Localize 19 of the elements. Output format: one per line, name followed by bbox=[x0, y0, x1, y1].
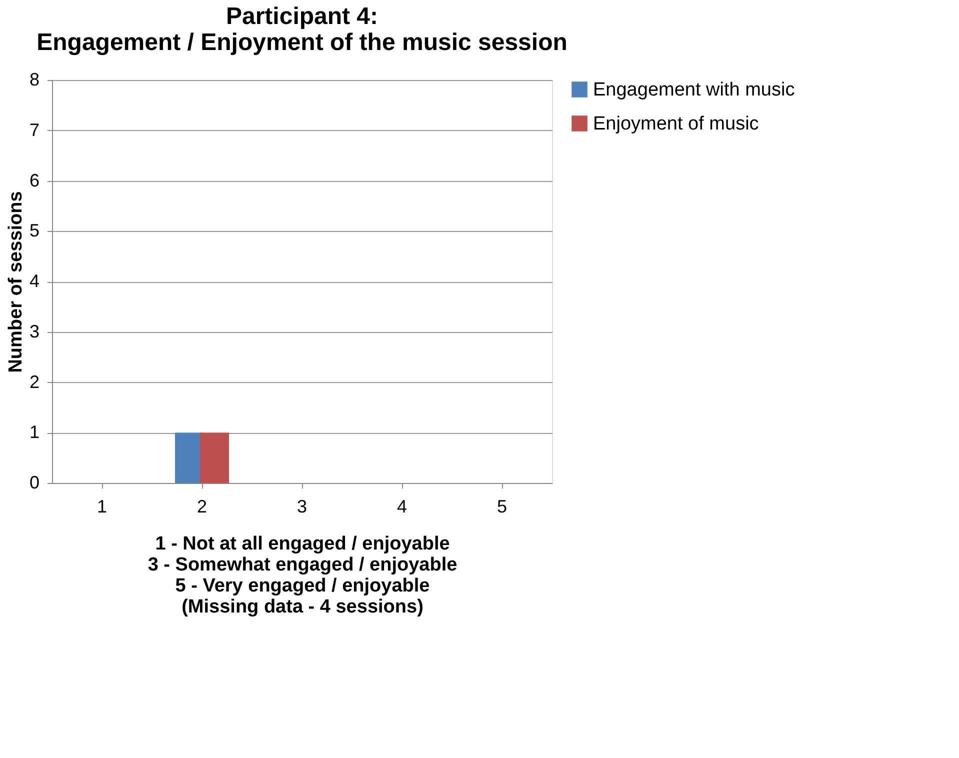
x-axis-title: 1 - Not at all engaged / enjoyable 3 - Somewhat engaged / enjoyable 5 - Very engaged / enjoyable (Missing data - 4 sessions) bbox=[148, 534, 458, 618]
y-tick-label: 2 bbox=[29, 372, 40, 392]
x-tick-label: 4 bbox=[396, 496, 408, 516]
chart-title: Participant 4: Engagement / Enjoyment of the music session bbox=[36, 3, 568, 56]
y-tick-label: 6 bbox=[29, 170, 40, 190]
y-tick-label: 5 bbox=[29, 220, 40, 241]
y-tick-label: 8 bbox=[29, 70, 40, 90]
y-tick-label: 7 bbox=[29, 120, 40, 140]
y-tick-label: 4 bbox=[29, 271, 40, 291]
y-axis-title: Number of sessions bbox=[5, 191, 26, 373]
legend-label: Enjoyment of music bbox=[593, 114, 759, 134]
y-tick-label: 0 bbox=[29, 472, 40, 492]
y-tick-label: 3 bbox=[29, 321, 40, 342]
legend-label: Engagement with music bbox=[593, 80, 795, 100]
x-tick-label: 3 bbox=[296, 496, 308, 516]
x-tick-label: 1 bbox=[96, 496, 108, 516]
x-tick-label: 2 bbox=[196, 496, 208, 516]
y-tick-label: 1 bbox=[29, 422, 40, 442]
x-tick-label: 5 bbox=[496, 496, 508, 516]
